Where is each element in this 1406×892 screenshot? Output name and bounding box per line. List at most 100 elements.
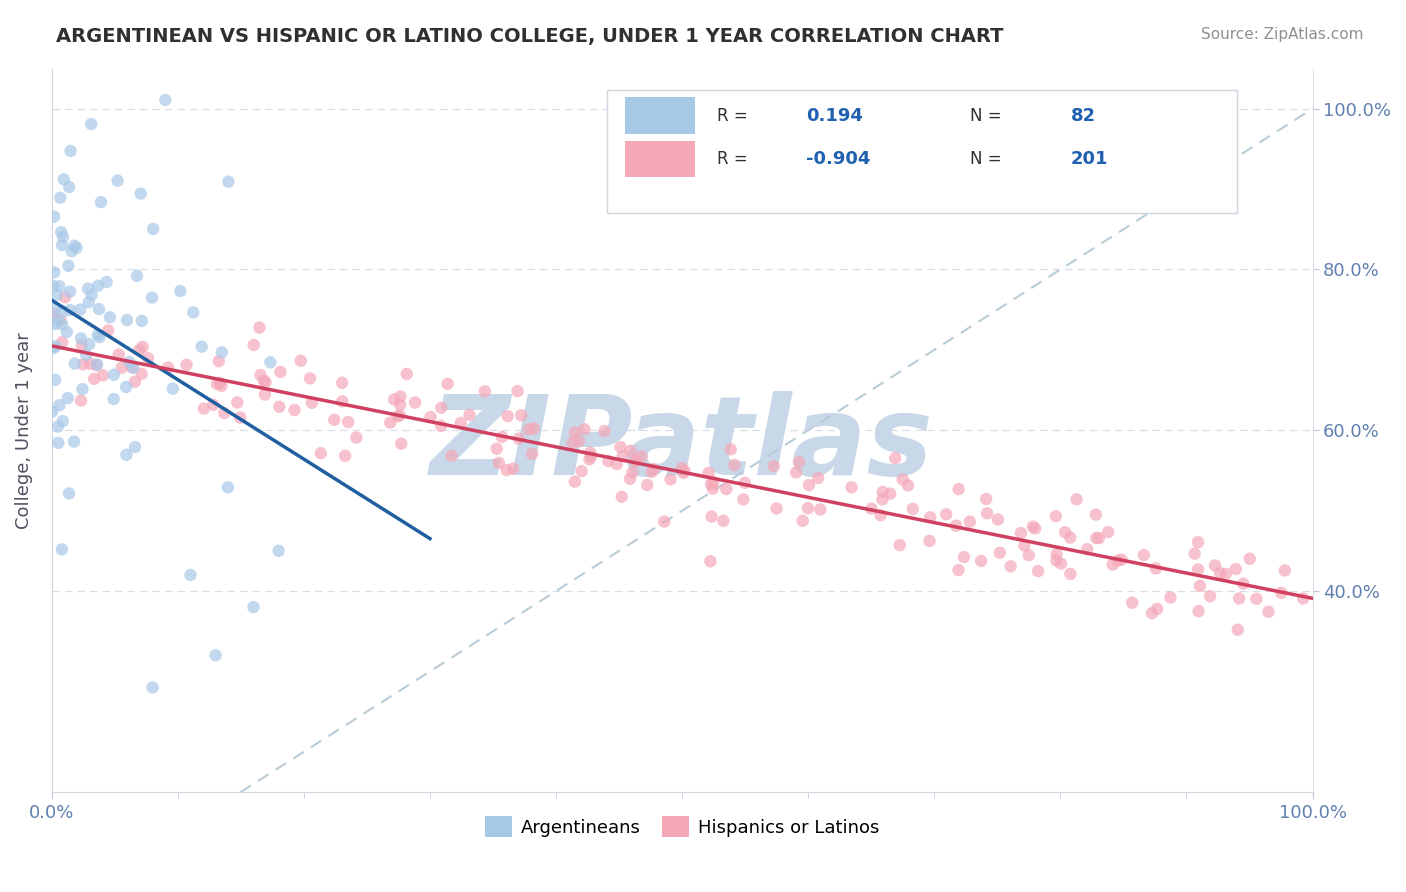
Point [578, 452, 600, 467]
Point [333, 449, 356, 463]
Text: Source: ZipAtlas.com: Source: ZipAtlas.com [1201, 27, 1364, 42]
Point [458, 408, 481, 422]
Point [211, 345, 233, 359]
Point [44, 265, 66, 279]
Point [1270, 586, 1292, 600]
Point [77, 282, 100, 296]
Point [797, 501, 820, 516]
Point [988, 546, 1011, 560]
Point [1199, 589, 1222, 603]
Point [70, 331, 93, 345]
Point [344, 431, 367, 445]
Point [440, 449, 463, 463]
Point [202, 398, 225, 412]
Point [404, 395, 426, 409]
Point [508, 432, 530, 446]
Point [208, 354, 231, 368]
Point [121, 360, 143, 375]
Point [115, 313, 138, 327]
Point [103, 368, 125, 382]
Point [568, 434, 591, 449]
Point [75, 348, 97, 362]
Point [574, 422, 596, 436]
Point [1227, 591, 1250, 606]
Point [734, 475, 756, 490]
Point [51, 238, 73, 252]
Point [63, 239, 86, 253]
Point [1215, 566, 1237, 581]
Point [70, 338, 93, 352]
Point [52, 304, 75, 318]
Point [242, 338, 264, 352]
Point [624, 453, 647, 467]
Point [673, 464, 696, 478]
Point [1024, 522, 1046, 536]
Point [630, 450, 652, 464]
Point [659, 472, 682, 486]
Point [523, 421, 546, 435]
Point [485, 442, 508, 456]
Point [330, 376, 353, 390]
Point [267, 544, 290, 558]
Point [63, 357, 86, 371]
Point [72, 382, 94, 396]
Point [1022, 519, 1045, 533]
Point [1107, 554, 1129, 568]
Point [253, 387, 276, 401]
Text: R =: R = [717, 106, 748, 125]
Point [619, 443, 641, 458]
Point [1018, 548, 1040, 562]
Point [697, 466, 720, 480]
Point [46, 435, 69, 450]
Point [488, 456, 510, 470]
Point [77, 337, 100, 351]
Point [107, 348, 129, 362]
Point [1146, 602, 1168, 616]
Point [214, 406, 236, 420]
Point [301, 396, 323, 410]
Point [87, 278, 110, 293]
Point [209, 379, 232, 393]
Point [69, 302, 91, 317]
Point [259, 355, 281, 369]
Text: -0.904: -0.904 [806, 150, 870, 168]
Point [115, 448, 138, 462]
Point [872, 492, 894, 507]
Point [124, 375, 146, 389]
Point [58, 486, 80, 500]
Point [103, 392, 125, 406]
Point [90, 195, 112, 210]
Point [785, 466, 807, 480]
Point [63, 434, 86, 449]
Point [155, 93, 177, 107]
Point [723, 458, 745, 472]
Point [564, 475, 586, 489]
Point [1144, 561, 1167, 575]
Point [337, 415, 360, 429]
Point [419, 410, 441, 425]
Point [45, 287, 67, 301]
Point [640, 465, 662, 479]
Point [502, 461, 524, 475]
Point [98, 310, 121, 325]
Point [86, 358, 108, 372]
Point [1010, 526, 1032, 541]
Point [323, 413, 346, 427]
Point [430, 401, 453, 415]
Point [1000, 559, 1022, 574]
Point [52, 172, 75, 186]
Point [1088, 531, 1111, 545]
Point [1184, 547, 1206, 561]
Point [299, 371, 322, 385]
Point [70, 393, 93, 408]
Point [621, 466, 644, 480]
Point [52, 414, 75, 428]
Point [157, 360, 180, 375]
Point [1121, 596, 1143, 610]
Point [491, 430, 513, 444]
Point [510, 409, 533, 423]
Point [51, 225, 73, 239]
Point [309, 446, 332, 460]
Point [290, 353, 312, 368]
Point [51, 318, 73, 332]
